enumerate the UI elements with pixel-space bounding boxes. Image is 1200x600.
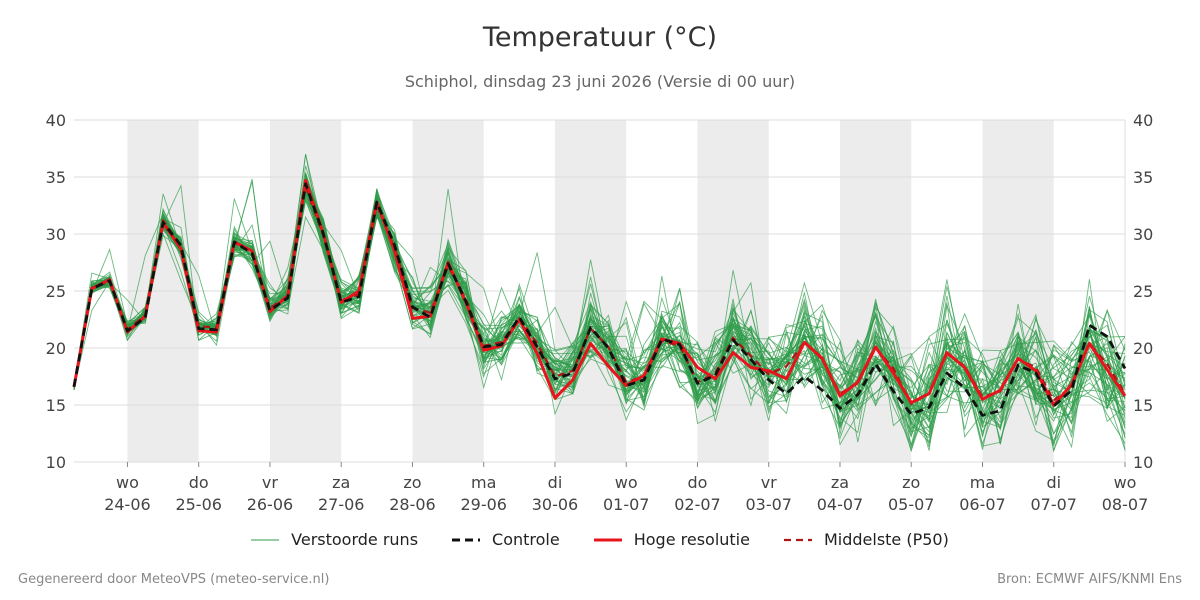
temperature-chart: 10 10 15 15 20 20 25 25 30 30 35 35 40 40 wo 24-06 do 25-… [46, 111, 1154, 514]
x-tick-day: di [548, 473, 563, 492]
ensemble-line [73, 178, 1126, 446]
x-tick-date: 08-07 [1102, 495, 1149, 514]
chart-subtitle: Schiphol, dinsdag 23 juni 2026 (Versie d… [404, 72, 796, 91]
x-tick-day: za [332, 473, 350, 492]
x-tick-day: wo [615, 473, 638, 492]
legend-item-ensemble: Verstoorde runs [251, 530, 418, 549]
x-tick-date: 28-06 [389, 495, 436, 514]
y-tick-label-left: 10 [46, 453, 66, 472]
y-tick-label-right: 30 [1133, 225, 1153, 244]
legend-item-control: Controle [452, 530, 560, 549]
legend-label: Hoge resolutie [633, 530, 750, 549]
axes: 10 10 15 15 20 20 25 25 30 30 35 35 40 40 wo 24-06 do 25-… [46, 111, 1154, 514]
legend-label: Middelste (P50) [823, 530, 949, 549]
ensemble-line [73, 182, 1126, 448]
legend-swatch [452, 538, 481, 541]
x-tick-date: 04-07 [817, 495, 864, 514]
x-tick-day: di [1046, 473, 1061, 492]
ensemble-line [73, 188, 1126, 425]
y-tick-label-right: 25 [1133, 282, 1153, 301]
ensemble-line [73, 174, 1126, 433]
legend-swatch [593, 538, 622, 541]
x-tick-day: wo [1114, 473, 1137, 492]
control-line [72, 182, 1127, 417]
ensemble-line [73, 179, 1126, 444]
chart-title: Temperatuur (°C) [482, 22, 718, 53]
y-tick-label-right: 40 [1133, 111, 1153, 130]
grid-lines [74, 119, 1126, 463]
legend-swatch [251, 539, 280, 540]
y-tick-label-right: 10 [1133, 453, 1153, 472]
y-tick-label-left: 40 [46, 111, 66, 130]
y-tick-label-left: 20 [46, 339, 66, 358]
y-tick-label-left: 30 [46, 225, 66, 244]
x-tick-date: 25-06 [175, 495, 222, 514]
legend-swatch [783, 538, 812, 541]
x-tick-date: 30-06 [532, 495, 579, 514]
x-tick-date: 01-07 [603, 495, 650, 514]
x-tick-date: 24-06 [104, 495, 151, 514]
x-tick-date: 29-06 [460, 495, 507, 514]
x-tick-day: vr [262, 473, 278, 492]
y-tick-label-right: 35 [1133, 168, 1153, 187]
x-tick-date: 27-06 [318, 495, 365, 514]
legend-label: Controle [492, 530, 560, 549]
footer-credit: Gegenereerd door MeteoVPS (meteo-service… [18, 572, 330, 587]
ensemble-line [73, 177, 1126, 428]
x-tick-day: do [687, 473, 707, 492]
x-tick-day: wo [116, 473, 139, 492]
x-tick-date: 03-07 [745, 495, 792, 514]
x-tick-day: za [831, 473, 849, 492]
y-tick-label-right: 15 [1133, 396, 1153, 415]
x-tick-day: ma [471, 473, 496, 492]
x-tick-day: do [189, 473, 209, 492]
x-tick-day: vr [761, 473, 777, 492]
footer-source: Bron: ECMWF AIFS/KNMI Ens [997, 572, 1182, 587]
y-tick-label-left: 35 [46, 168, 66, 187]
y-tick-label-left: 25 [46, 282, 66, 301]
legend-item-median: Middelste (P50) [783, 530, 949, 549]
ensemble-line [73, 179, 1126, 438]
x-tick-date: 06-07 [959, 495, 1006, 514]
ensemble-line [73, 193, 1126, 427]
x-tick-day: zo [403, 473, 421, 492]
x-tick-day: zo [902, 473, 920, 492]
legend-label: Verstoorde runs [291, 530, 419, 549]
main-series [72, 178, 1127, 417]
x-tick-date: 02-07 [674, 495, 721, 514]
x-tick-day: ma [970, 473, 995, 492]
y-tick-label-left: 15 [46, 396, 66, 415]
legend-item-high_res: Hoge resolutie [593, 530, 750, 549]
y-tick-label-right: 20 [1133, 339, 1153, 358]
x-tick-date: 07-07 [1030, 495, 1077, 514]
ensemble-line [73, 193, 1126, 450]
legend: Verstoorde runs Controle Hoge resolutie Mid… [0, 530, 1200, 549]
high_res-line [72, 178, 1127, 407]
x-tick-date: 26-06 [247, 495, 294, 514]
x-tick-date: 05-07 [888, 495, 935, 514]
